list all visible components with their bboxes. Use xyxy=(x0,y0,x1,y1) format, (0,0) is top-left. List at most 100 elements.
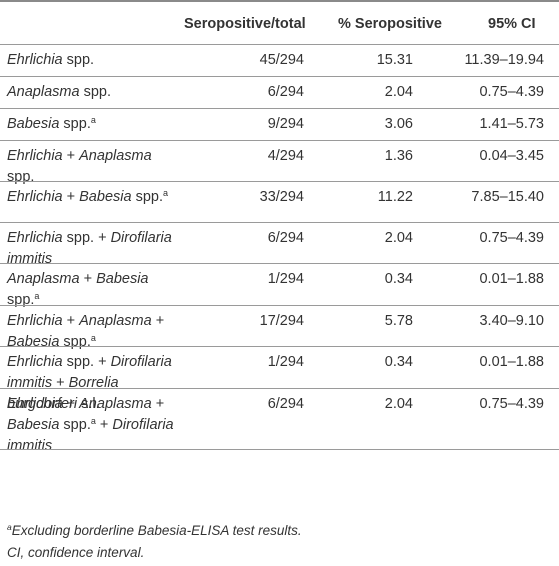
pathogen-text: + xyxy=(62,148,80,164)
cell-95-ci: 0.75–4.39 xyxy=(479,396,544,412)
cell-95-ci: 0.75–4.39 xyxy=(479,84,544,100)
pathogen-text: Anaplasma xyxy=(7,271,80,287)
header-seropositive-total: Seropositive/total xyxy=(184,16,306,32)
footnote-marker: a xyxy=(162,188,168,198)
pathogen-text: + xyxy=(52,375,69,391)
table-row: Anaplasma + Babesia spp.a 1/294 0.34 0.01–1… xyxy=(0,264,559,308)
row-rule xyxy=(0,346,559,347)
header-rule xyxy=(0,44,559,45)
cell-pct-seropositive: 15.31 xyxy=(376,52,413,68)
table-row: Ehrlichia + Anaplasma + Babesia spp.a + … xyxy=(0,389,559,454)
cell-seropositive-total: 6/294 xyxy=(267,84,304,100)
cell-seropositive-total: 17/294 xyxy=(259,313,304,329)
cell-seropositive-total: 1/294 xyxy=(267,354,304,370)
table-row: Babesia spp.a 9/294 3.06 1.41–5.73 xyxy=(0,109,559,141)
cell-pathogen: Ehrlichia spp. + Dirofilaria immitis + B… xyxy=(7,352,177,415)
pathogen-text: Babesia xyxy=(7,417,60,433)
cell-pct-seropositive: 3.06 xyxy=(384,116,413,132)
footnote-marker: a xyxy=(90,115,96,125)
pathogen-text: Anaplasma xyxy=(79,313,152,329)
table-row: Ehrlichia + Anaplasma + Babesia spp.a 17/… xyxy=(0,306,559,350)
pathogen-text: Ehrlichia xyxy=(7,189,63,205)
pathogen-text: Anaplasma xyxy=(79,148,152,164)
pathogen-text: Dirofilaria immitis xyxy=(7,417,174,454)
header-pct-seropositive: % Seropositive xyxy=(338,16,442,32)
cell-pathogen: Anaplasma spp. xyxy=(7,82,177,103)
cell-pct-seropositive: 0.34 xyxy=(384,271,413,287)
pathogen-text: spp. xyxy=(79,84,111,100)
table-row: Ehrlichia spp. + Dirofilaria immitis 6/29… xyxy=(0,223,559,267)
footnote-ci: CI, confidence interval. xyxy=(7,545,145,560)
cell-pathogen: Ehrlichia + Anaplasma + Babesia spp.a + … xyxy=(7,394,177,457)
row-rule xyxy=(0,181,559,182)
pathogen-text: spp. xyxy=(62,52,95,68)
pathogen-text: + xyxy=(62,189,80,205)
cell-seropositive-total: 4/294 xyxy=(267,148,304,164)
cell-pct-seropositive: 5.78 xyxy=(384,313,413,329)
cell-95-ci: 11.39–19.94 xyxy=(464,52,544,68)
cell-95-ci: 0.75–4.39 xyxy=(479,230,544,246)
row-rule xyxy=(0,140,559,141)
pathogen-text: spp. + xyxy=(62,354,111,370)
cell-seropositive-total: 6/294 xyxy=(267,396,304,412)
pathogen-text: Ehrlichia xyxy=(7,354,63,370)
pathogen-text: Ehrlichia xyxy=(7,52,63,68)
pathogen-text: Ehrlichia xyxy=(7,148,63,164)
pathogen-text: + xyxy=(95,417,113,433)
cell-seropositive-total: 6/294 xyxy=(267,230,304,246)
pathogen-text: Ehrlichia xyxy=(7,396,63,412)
footnote-a: aExcluding borderline Babesia-ELISA test… xyxy=(7,523,302,538)
header-95-ci: 95% CI xyxy=(488,16,536,32)
pathogen-text: + xyxy=(79,271,97,287)
cell-95-ci: 0.04–3.45 xyxy=(479,148,544,164)
cell-pathogen: Ehrlichia + Anaplasma spp. xyxy=(7,146,177,188)
cell-95-ci: 3.40–9.10 xyxy=(479,313,544,329)
cell-pathogen: Anaplasma + Babesia spp.a xyxy=(7,269,177,311)
pathogen-text: spp. xyxy=(131,189,163,205)
pathogen-text: + xyxy=(151,313,165,329)
pathogen-text: + xyxy=(151,396,165,412)
cell-95-ci: 7.85–15.40 xyxy=(471,189,544,205)
pathogen-text: Dirofilaria immitis xyxy=(7,354,172,391)
footnote-a-text: Excluding borderline Babesia-ELISA test … xyxy=(11,523,302,538)
cell-seropositive-total: 1/294 xyxy=(267,271,304,287)
pathogen-text: Ehrlichia xyxy=(7,230,63,246)
table-row: Anaplasma spp. 6/294 2.04 0.75–4.39 xyxy=(0,77,559,109)
row-rule xyxy=(0,388,559,389)
pathogen-text: Ehrlichia xyxy=(7,313,63,329)
cell-pct-seropositive: 2.04 xyxy=(384,396,413,412)
pathogen-text: spp. xyxy=(59,417,91,433)
row-rule xyxy=(0,305,559,306)
row-rule xyxy=(0,108,559,109)
cell-pct-seropositive: 1.36 xyxy=(384,148,413,164)
cell-pathogen: Babesia spp.a xyxy=(7,114,177,135)
cell-seropositive-total: 45/294 xyxy=(259,52,304,68)
pathogen-text: spp. xyxy=(59,116,91,132)
table-row: Ehrlichia + Anaplasma spp. 4/294 1.36 0.04–… xyxy=(0,141,559,185)
cell-pct-seropositive: 11.22 xyxy=(377,189,413,205)
footnote-marker: a xyxy=(34,291,40,301)
cell-pct-seropositive: 0.34 xyxy=(384,354,413,370)
cell-seropositive-total: 9/294 xyxy=(267,116,304,132)
cell-pathogen: Ehrlichia + Babesia spp.a xyxy=(7,187,177,208)
table-row: Ehrlichia spp. + Dirofilaria immitis + B… xyxy=(0,347,559,412)
row-rule xyxy=(0,263,559,264)
pathogen-text: Anaplasma xyxy=(79,396,152,412)
cell-seropositive-total: 33/294 xyxy=(259,189,304,205)
table-top-rule xyxy=(0,0,559,2)
pathogen-text: + xyxy=(62,396,80,412)
cell-pathogen: Ehrlichia spp. xyxy=(7,50,177,71)
cell-pct-seropositive: 2.04 xyxy=(384,84,413,100)
row-rule xyxy=(0,222,559,223)
cell-95-ci: 0.01–1.88 xyxy=(479,271,544,287)
footnote-marker: a xyxy=(90,416,96,426)
cell-95-ci: 0.01–1.88 xyxy=(479,354,544,370)
pathogen-text: Anaplasma xyxy=(7,84,80,100)
pathogen-text: Babesia xyxy=(7,116,60,132)
pathogen-text: Babesia xyxy=(79,189,132,205)
cell-95-ci: 1.41–5.73 xyxy=(479,116,544,132)
pathogen-text: + xyxy=(62,313,80,329)
footnote-a-marker: a xyxy=(7,522,12,532)
pathogen-text: Babesia xyxy=(96,271,149,287)
pathogen-text: spp. + xyxy=(62,230,111,246)
